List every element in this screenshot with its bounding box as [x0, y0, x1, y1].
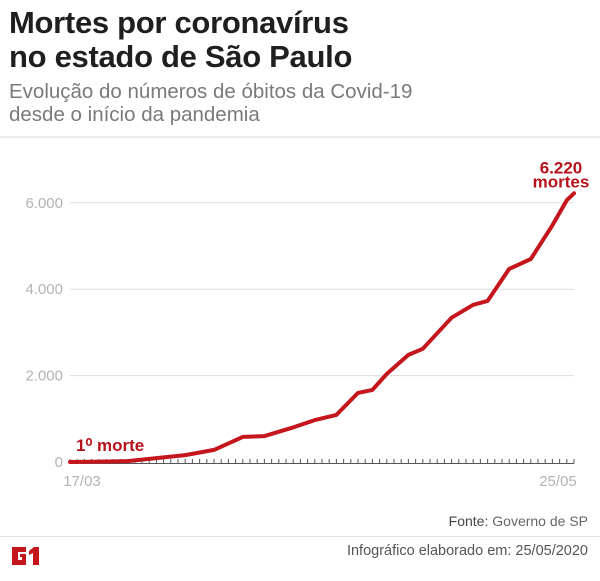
title-line-1: Mortes por coronavírus	[9, 5, 349, 40]
header-divider	[0, 136, 600, 138]
data-points	[68, 191, 576, 464]
deaths-series-line	[68, 191, 576, 464]
line-chart: 0 2.000 4.000 6.000 17/03 25/05 1⁰ morte 6.…	[25, 158, 590, 490]
credit-note: Infográfico elaborado em: 25/05/2020	[346, 543, 588, 559]
chart-title: Mortes por coronavírus no estado de São …	[9, 6, 352, 74]
y-tick-label: 2.000	[25, 368, 63, 385]
source-label: Fonte:	[448, 513, 489, 529]
y-tick-label: 6.000	[25, 195, 63, 212]
annotation-first-death: 1⁰ morte	[76, 436, 144, 455]
footer-divider	[0, 536, 600, 537]
subtitle-line-1: Evolução do números de óbitos da Covid-1…	[9, 80, 413, 103]
source-value: Governo de SP	[492, 513, 588, 529]
gridlines	[70, 202, 574, 377]
x-tick-label-end: 25/05	[539, 473, 577, 490]
y-tick-label: 4.000	[25, 281, 63, 298]
g1-logo-icon	[12, 547, 39, 565]
x-tick-label-start: 17/03	[63, 473, 101, 490]
y-axis-tick-labels: 0 2.000 4.000 6.000	[25, 195, 63, 471]
y-tick-label: 0	[55, 454, 63, 471]
subtitle-line-2: desde o início da pandemia	[9, 103, 260, 126]
chart-subtitle: Evolução do números de óbitos da Covid-1…	[9, 80, 412, 126]
annotation-final-unit: mortes	[533, 172, 590, 191]
source-note: Fonte: Governo de SP	[449, 513, 588, 529]
title-line-2: no estado de São Paulo	[9, 39, 353, 74]
annotation-final-value: 6.220	[540, 158, 583, 177]
